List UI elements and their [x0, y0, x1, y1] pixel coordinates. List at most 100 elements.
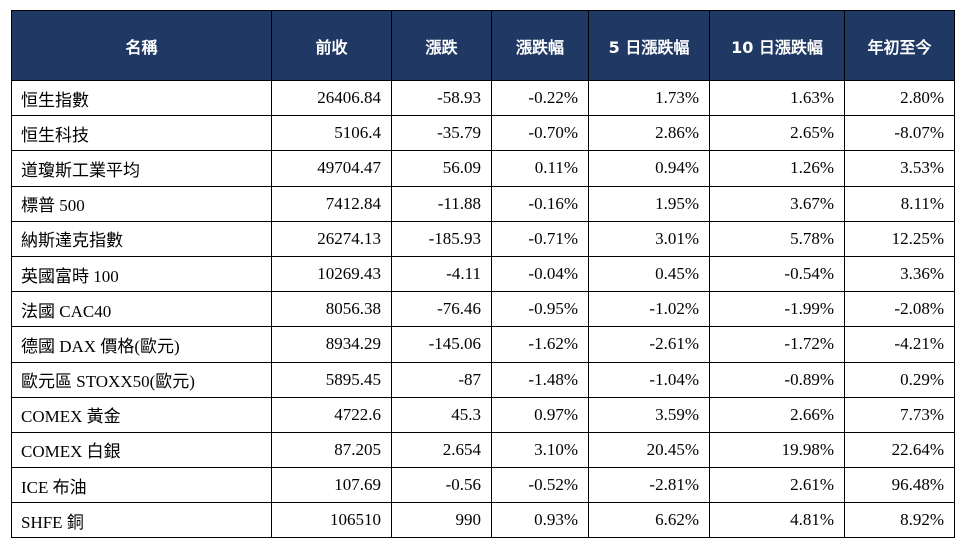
- cell-name: 恒生科技: [11, 115, 272, 152]
- cell-prev-close: 49704.47: [271, 150, 392, 187]
- cell-10d-change-pct: 2.65%: [709, 115, 845, 152]
- cell-name: 法國 CAC40: [11, 291, 272, 328]
- table-row: SHFE 銅 106510 990 0.93% 6.62% 4.81% 8.92%: [11, 502, 955, 539]
- cell-10d-change-pct: 1.26%: [709, 150, 845, 187]
- cell-name: COMEX 白銀: [11, 431, 272, 469]
- cell-5d-change-pct: 1.73%: [588, 79, 710, 117]
- cell-change: 2.654: [391, 431, 492, 469]
- cell-change: -11.88: [391, 185, 492, 222]
- cell-prev-close: 87.205: [271, 431, 392, 469]
- cell-change: 56.09: [391, 150, 492, 187]
- cell-ytd: 7.73%: [844, 396, 955, 433]
- table-row: 恒生指數 26406.84 -58.93 -0.22% 1.73% 1.63% 2.80%: [11, 79, 955, 117]
- cell-name: 歐元區 STOXX50(歐元): [11, 361, 272, 398]
- cell-change-pct: 3.10%: [491, 431, 589, 469]
- table-row: COMEX 白銀 87.205 2.654 3.10% 20.45% 19.98% 22.6…: [11, 431, 955, 469]
- cell-prev-close: 7412.84: [271, 185, 392, 222]
- cell-name: ICE 布油: [11, 467, 272, 504]
- cell-5d-change-pct: 0.94%: [588, 150, 710, 187]
- cell-change-pct: 0.97%: [491, 396, 589, 433]
- cell-5d-change-pct: 1.95%: [588, 185, 710, 222]
- cell-ytd: 8.11%: [844, 185, 955, 222]
- cell-change: -145.06: [391, 326, 492, 363]
- header-change-pct: 漲跌幅: [491, 10, 589, 81]
- table-row: COMEX 黃金 4722.6 45.3 0.97% 3.59% 2.66% 7.73%: [11, 396, 955, 433]
- cell-5d-change-pct: -2.61%: [588, 326, 710, 363]
- market-table-container: 名稱 前收 漲跌 漲跌幅 5 日漲跌幅 10 日漲跌幅 年初至今 恒生指數 264…: [11, 10, 955, 539]
- cell-name: 道瓊斯工業平均: [11, 150, 272, 187]
- table-header-row: 名稱 前收 漲跌 漲跌幅 5 日漲跌幅 10 日漲跌幅 年初至今: [11, 10, 955, 81]
- cell-change-pct: 0.11%: [491, 150, 589, 187]
- cell-5d-change-pct: 2.86%: [588, 115, 710, 152]
- cell-change: 45.3: [391, 396, 492, 433]
- cell-ytd: 3.53%: [844, 150, 955, 187]
- table-row: 標普 500 7412.84 -11.88 -0.16% 1.95% 3.67% 8.11%: [11, 185, 955, 222]
- cell-ytd: 0.29%: [844, 361, 955, 398]
- cell-change: -185.93: [391, 220, 492, 257]
- cell-10d-change-pct: 19.98%: [709, 431, 845, 469]
- header-5d-change-pct: 5 日漲跌幅: [588, 10, 710, 81]
- cell-name: 標普 500: [11, 185, 272, 222]
- cell-5d-change-pct: 3.01%: [588, 220, 710, 257]
- cell-prev-close: 107.69: [271, 467, 392, 504]
- cell-change-pct: -0.70%: [491, 115, 589, 152]
- cell-ytd: 96.48%: [844, 467, 955, 504]
- cell-change: -4.11: [391, 255, 492, 293]
- cell-5d-change-pct: 20.45%: [588, 431, 710, 469]
- cell-10d-change-pct: 3.67%: [709, 185, 845, 222]
- table-row: 道瓊斯工業平均 49704.47 56.09 0.11% 0.94% 1.26% 3.53%: [11, 150, 955, 187]
- market-performance-table: 名稱 前收 漲跌 漲跌幅 5 日漲跌幅 10 日漲跌幅 年初至今 恒生指數 264…: [11, 10, 955, 539]
- header-10d-change-pct: 10 日漲跌幅: [709, 10, 845, 81]
- cell-5d-change-pct: -1.04%: [588, 361, 710, 398]
- cell-change-pct: -0.52%: [491, 467, 589, 504]
- cell-prev-close: 8934.29: [271, 326, 392, 363]
- cell-10d-change-pct: 5.78%: [709, 220, 845, 257]
- cell-prev-close: 5106.4: [271, 115, 392, 152]
- cell-10d-change-pct: 2.66%: [709, 396, 845, 433]
- cell-10d-change-pct: 1.63%: [709, 79, 845, 117]
- cell-10d-change-pct: 4.81%: [709, 502, 845, 539]
- table-row: 英國富時 100 10269.43 -4.11 -0.04% 0.45% -0.54% 3.…: [11, 255, 955, 293]
- cell-name: 恒生指數: [11, 79, 272, 117]
- header-name: 名稱: [11, 10, 272, 81]
- cell-name: SHFE 銅: [11, 502, 272, 539]
- cell-ytd: -4.21%: [844, 326, 955, 363]
- cell-5d-change-pct: -1.02%: [588, 291, 710, 328]
- cell-ytd: 22.64%: [844, 431, 955, 469]
- cell-name: 德國 DAX 價格(歐元): [11, 326, 272, 363]
- cell-5d-change-pct: 3.59%: [588, 396, 710, 433]
- cell-prev-close: 5895.45: [271, 361, 392, 398]
- cell-prev-close: 26274.13: [271, 220, 392, 257]
- cell-change: -35.79: [391, 115, 492, 152]
- cell-10d-change-pct: -0.89%: [709, 361, 845, 398]
- cell-10d-change-pct: 2.61%: [709, 467, 845, 504]
- table-row: ICE 布油 107.69 -0.56 -0.52% -2.81% 2.61% 96.48%: [11, 467, 955, 504]
- cell-5d-change-pct: -2.81%: [588, 467, 710, 504]
- cell-ytd: -2.08%: [844, 291, 955, 328]
- cell-change-pct: -0.16%: [491, 185, 589, 222]
- cell-prev-close: 8056.38: [271, 291, 392, 328]
- cell-5d-change-pct: 6.62%: [588, 502, 710, 539]
- cell-change-pct: -1.48%: [491, 361, 589, 398]
- cell-name: 納斯達克指數: [11, 220, 272, 257]
- cell-change-pct: -0.04%: [491, 255, 589, 293]
- table-row: 納斯達克指數 26274.13 -185.93 -0.71% 3.01% 5.78% 12.…: [11, 220, 955, 257]
- cell-change: -0.56: [391, 467, 492, 504]
- header-change: 漲跌: [391, 10, 492, 81]
- cell-change-pct: -0.22%: [491, 79, 589, 117]
- cell-ytd: 12.25%: [844, 220, 955, 257]
- cell-ytd: 3.36%: [844, 255, 955, 293]
- cell-prev-close: 10269.43: [271, 255, 392, 293]
- cell-10d-change-pct: -1.72%: [709, 326, 845, 363]
- table-row: 法國 CAC40 8056.38 -76.46 -0.95% -1.02% -1.99% -…: [11, 291, 955, 328]
- cell-change-pct: 0.93%: [491, 502, 589, 539]
- header-ytd: 年初至今: [844, 10, 955, 81]
- table-row: 恒生科技 5106.4 -35.79 -0.70% 2.86% 2.65% -8.07%: [11, 115, 955, 152]
- cell-change: -76.46: [391, 291, 492, 328]
- cell-change: -87: [391, 361, 492, 398]
- cell-change-pct: -1.62%: [491, 326, 589, 363]
- cell-name: COMEX 黃金: [11, 396, 272, 433]
- table-row: 德國 DAX 價格(歐元) 8934.29 -145.06 -1.62% -2.61% -…: [11, 326, 955, 363]
- cell-ytd: 2.80%: [844, 79, 955, 117]
- cell-10d-change-pct: -0.54%: [709, 255, 845, 293]
